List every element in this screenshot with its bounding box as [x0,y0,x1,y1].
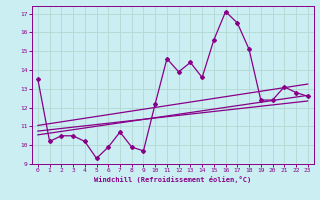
X-axis label: Windchill (Refroidissement éolien,°C): Windchill (Refroidissement éolien,°C) [94,176,252,183]
